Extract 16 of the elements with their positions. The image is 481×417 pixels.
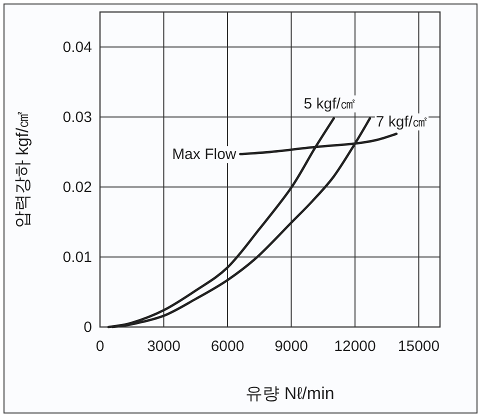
- x-axis-title: 유량 Nℓ/min: [246, 384, 334, 403]
- y-tick-label: 0.04: [62, 39, 92, 56]
- y-axis-title: 압력강하 kgf/㎠: [13, 110, 32, 228]
- series-label: Max Flow: [172, 146, 236, 164]
- x-tick-label: 15000: [398, 338, 440, 355]
- y-tick-label: 0.03: [62, 109, 92, 126]
- x-tick-label: 9000: [274, 338, 308, 355]
- x-tick-label: 0: [96, 338, 104, 355]
- series-label: 7 kgf/㎠: [376, 113, 428, 130]
- y-tick-label: 0.02: [62, 179, 92, 196]
- x-tick-label: 6000: [210, 338, 244, 355]
- series-label: 5 kgf/㎠: [304, 95, 356, 112]
- x-tick-label: 12000: [334, 338, 376, 355]
- y-tick-label: 0: [84, 319, 92, 336]
- x-tick-label: 3000: [147, 338, 180, 355]
- y-tick-label: 0.01: [62, 249, 92, 266]
